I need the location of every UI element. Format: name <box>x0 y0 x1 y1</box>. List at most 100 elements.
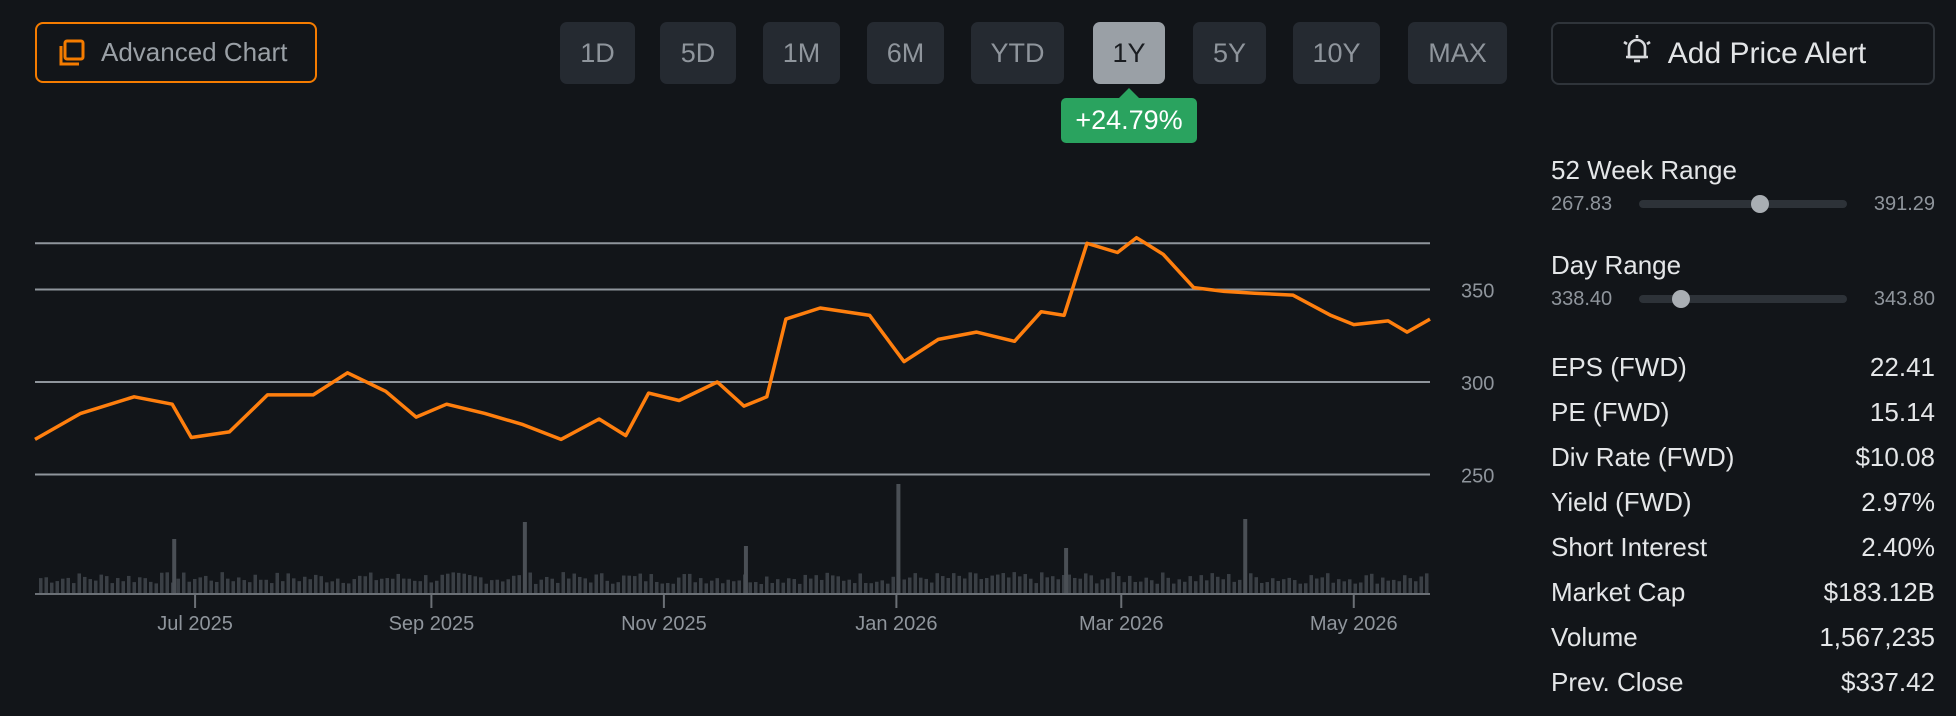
volume-bar <box>1012 572 1016 594</box>
advanced-chart-button[interactable]: Advanced Chart <box>35 22 317 83</box>
volume-bar <box>1018 576 1022 594</box>
volume-bar <box>1392 579 1396 594</box>
x-tick-label: Sep 2025 <box>389 613 475 635</box>
volume-bar <box>1150 580 1154 594</box>
volume-bar <box>517 575 521 594</box>
volume-spike-bar <box>522 522 527 594</box>
volume-bar <box>314 574 318 594</box>
volume-bar <box>693 582 697 594</box>
volume-bar <box>748 582 752 594</box>
range-button-6m[interactable]: 6M <box>867 22 944 84</box>
volume-spike-bar <box>896 484 901 594</box>
range-button-1y[interactable]: 1Y <box>1093 22 1165 84</box>
volume-bar <box>875 581 879 594</box>
volume-bar <box>149 581 153 594</box>
volume-bar <box>308 579 312 594</box>
volume-bar <box>649 574 653 594</box>
volume-bar <box>1205 580 1209 594</box>
volume-bar <box>248 582 252 594</box>
stat-value: 15.14 <box>1869 397 1935 427</box>
volume-bar <box>143 578 147 594</box>
volume-bar <box>1287 577 1291 594</box>
volume-bar <box>770 582 774 594</box>
range-button-1d[interactable]: 1D <box>560 22 635 84</box>
alarm-bell-icon <box>1620 33 1654 75</box>
stat-row: Div Rate (FWD) $10.08 <box>1551 435 1935 480</box>
volume-bar <box>715 578 719 594</box>
volume-bar <box>160 572 164 594</box>
volume-bar <box>968 572 972 594</box>
stat-row: PE (FWD) 15.14 <box>1551 390 1935 435</box>
volume-bar <box>1144 577 1148 594</box>
volume-bar <box>1067 574 1071 594</box>
volume-bar <box>429 582 433 594</box>
volume-bar <box>407 578 411 594</box>
volume-bar <box>853 583 857 594</box>
volume-bar <box>1276 580 1280 594</box>
volume-bar <box>1227 574 1231 594</box>
advanced-chart-label: Advanced Chart <box>101 37 288 67</box>
volume-bar <box>1001 573 1005 594</box>
volume-bar <box>1073 577 1077 594</box>
volume-bar <box>418 581 422 594</box>
volume-bar <box>77 573 81 594</box>
volume-bar <box>1348 579 1352 594</box>
volume-bar <box>297 581 301 594</box>
volume-bar <box>1139 581 1143 594</box>
range-button-1m[interactable]: 1M <box>763 22 840 84</box>
volume-bar <box>814 575 818 594</box>
volume-bar <box>1133 581 1137 594</box>
volume-bar <box>1359 582 1363 594</box>
volume-bar <box>1194 581 1198 594</box>
volume-bar <box>1106 578 1110 594</box>
add-price-alert-button[interactable]: Add Price Alert <box>1551 22 1935 85</box>
volume-bar <box>589 582 593 594</box>
volume-bar <box>1381 577 1385 594</box>
range-button-5y[interactable]: 5Y <box>1193 22 1266 84</box>
volume-bar <box>545 576 549 594</box>
volume-bar <box>1210 573 1214 594</box>
volume-bar <box>215 581 219 594</box>
volume-bar <box>1188 576 1192 594</box>
range-button-5d[interactable]: 5D <box>660 22 736 84</box>
volume-bar <box>1298 583 1302 594</box>
range-button-10y[interactable]: 10Y <box>1293 22 1380 84</box>
x-tick-label: Mar 2026 <box>1079 613 1164 635</box>
volume-bar <box>1177 579 1181 594</box>
volume-bar <box>737 580 741 594</box>
stat-label: EPS (FWD) <box>1551 352 1687 382</box>
volume-bar <box>622 575 626 594</box>
volume-bar <box>1238 579 1242 594</box>
volume-bar <box>721 583 725 594</box>
volume-bar <box>677 577 681 594</box>
week52-range: 52 Week Range 267.83 391.29 <box>1551 155 1935 250</box>
price-chart[interactable]: 250 300 350 Jul 2025 Sep 2025 Nov 2025 Jan 202… <box>0 0 1510 660</box>
volume-bar <box>561 572 565 594</box>
volume-bar <box>424 575 428 594</box>
stat-row: Volume 1,567,235 <box>1551 615 1935 660</box>
volume-bar <box>1117 576 1121 594</box>
volume-bar <box>1265 582 1269 594</box>
week52-range-marker <box>1750 195 1769 213</box>
volume-bar <box>638 573 642 594</box>
volume-bar <box>666 583 670 594</box>
volume-bar <box>594 574 598 594</box>
volume-bar <box>1293 580 1297 594</box>
volume-bar <box>930 582 934 594</box>
volume-bar <box>556 582 560 594</box>
volume-bar <box>479 577 483 594</box>
volume-bar <box>825 572 829 594</box>
range-button-max[interactable]: MAX <box>1408 22 1507 84</box>
range-button-ytd[interactable]: YTD <box>971 22 1064 84</box>
volume-bar <box>330 581 334 594</box>
volume-bar <box>396 573 400 594</box>
volume-bar <box>176 578 180 594</box>
volume-bar <box>572 573 576 594</box>
volume-bar <box>1051 576 1055 594</box>
day-range-marker <box>1671 290 1690 308</box>
volume-bar <box>1254 577 1258 594</box>
volume-bar <box>435 580 439 594</box>
volume-bar <box>710 580 714 594</box>
volume-bar <box>1056 579 1060 594</box>
volume-bar <box>495 579 499 594</box>
